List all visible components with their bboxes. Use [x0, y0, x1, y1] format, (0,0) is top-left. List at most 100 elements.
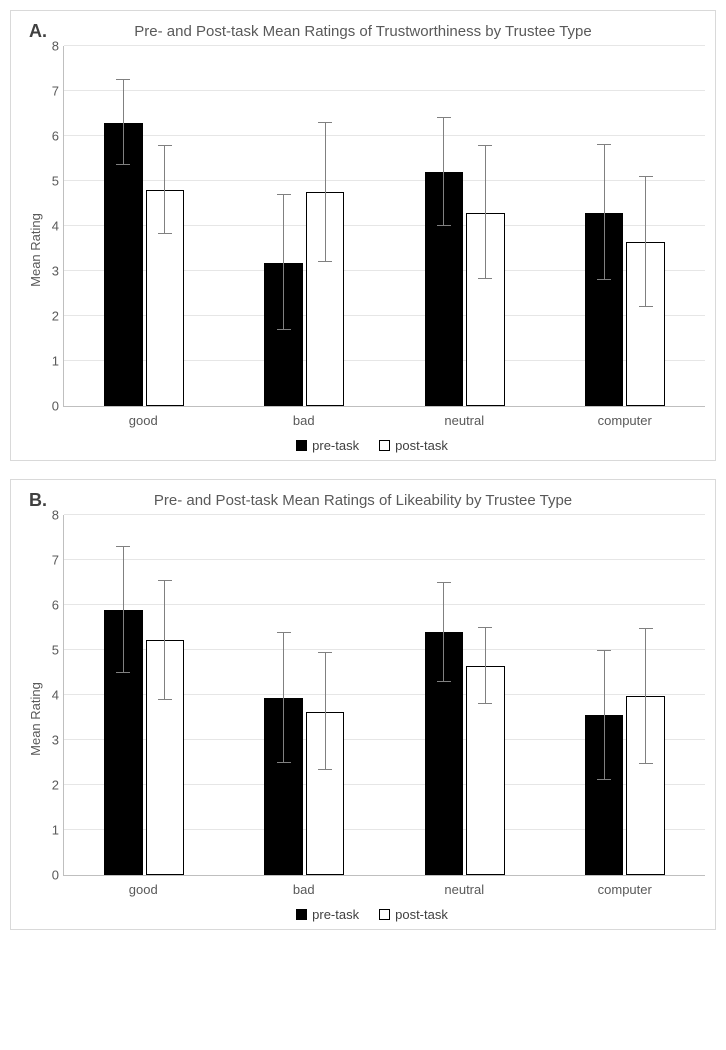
error-cap	[158, 145, 172, 146]
bar-group	[224, 515, 384, 875]
panel-label: B.	[29, 490, 47, 511]
error-cap	[478, 278, 492, 279]
error-bar	[283, 633, 284, 764]
error-bar	[485, 628, 486, 705]
x-tick: bad	[224, 407, 385, 428]
error-bar	[123, 547, 124, 673]
error-cap	[437, 117, 451, 118]
y-tick: 3	[52, 733, 59, 748]
error-cap	[277, 194, 291, 195]
chart-body: Mean Rating012345678goodbadneutralcomput…	[21, 515, 705, 923]
legend-swatch	[296, 440, 307, 451]
chart-panel: B.Pre- and Post-task Mean Ratings of Lik…	[10, 479, 716, 930]
error-cap	[116, 79, 130, 80]
y-tick: 6	[52, 598, 59, 613]
error-cap	[597, 279, 611, 280]
error-cap	[158, 699, 172, 700]
y-tick: 8	[52, 39, 59, 54]
bar-group	[64, 515, 224, 875]
error-cap	[277, 329, 291, 330]
y-tick: 2	[52, 778, 59, 793]
bar-group	[545, 515, 705, 875]
error-cap	[639, 306, 653, 307]
error-cap	[437, 582, 451, 583]
error-bar	[485, 146, 486, 278]
legend-item-pre: pre-task	[296, 438, 359, 453]
chart-title: Pre- and Post-task Mean Ratings of Likea…	[21, 492, 705, 509]
y-tick: 0	[52, 868, 59, 883]
error-bar	[443, 118, 444, 226]
error-cap	[277, 632, 291, 633]
legend-item-post: post-task	[379, 438, 448, 453]
error-cap	[597, 650, 611, 651]
legend-label: pre-task	[312, 438, 359, 453]
panel-label: A.	[29, 21, 47, 42]
plot-area	[63, 515, 705, 876]
legend-swatch	[379, 440, 390, 451]
x-tick: neutral	[384, 407, 545, 428]
legend: pre-task post-task	[39, 907, 705, 923]
error-cap	[318, 769, 332, 770]
bar-group	[385, 515, 545, 875]
y-tick: 5	[52, 174, 59, 189]
legend-label: pre-task	[312, 907, 359, 922]
x-tick: computer	[545, 407, 706, 428]
chart-title: Pre- and Post-task Mean Ratings of Trust…	[21, 23, 705, 40]
x-tick: good	[63, 407, 224, 428]
error-bar	[604, 145, 605, 280]
legend-swatch	[296, 909, 307, 920]
error-bar	[164, 581, 165, 700]
legend-label: post-task	[395, 438, 448, 453]
error-bar	[283, 195, 284, 330]
error-cap	[318, 261, 332, 262]
y-tick: 4	[52, 688, 59, 703]
legend-label: post-task	[395, 907, 448, 922]
y-tick: 4	[52, 219, 59, 234]
error-bar	[325, 653, 326, 770]
legend-item-post: post-task	[379, 907, 448, 922]
bar-group	[224, 46, 384, 406]
x-tick: good	[63, 876, 224, 897]
chart-body: Mean Rating012345678goodbadneutralcomput…	[21, 46, 705, 454]
y-tick: 6	[52, 129, 59, 144]
error-bar	[325, 123, 326, 263]
y-tick: 1	[52, 354, 59, 369]
error-cap	[597, 779, 611, 780]
error-cap	[639, 763, 653, 764]
y-tick: 8	[52, 508, 59, 523]
legend-item-pre: pre-task	[296, 907, 359, 922]
y-tick: 2	[52, 309, 59, 324]
y-tick: 3	[52, 264, 59, 279]
y-tick: 7	[52, 84, 59, 99]
legend-swatch	[379, 909, 390, 920]
error-cap	[478, 703, 492, 704]
chart-panel: A.Pre- and Post-task Mean Ratings of Tru…	[10, 10, 716, 461]
error-bar	[443, 583, 444, 682]
error-bar	[645, 177, 646, 308]
error-cap	[437, 225, 451, 226]
error-cap	[639, 628, 653, 629]
error-cap	[478, 145, 492, 146]
bar-group	[545, 46, 705, 406]
bar-group	[385, 46, 545, 406]
legend: pre-task post-task	[39, 438, 705, 454]
error-cap	[318, 652, 332, 653]
error-cap	[639, 176, 653, 177]
error-bar	[604, 651, 605, 780]
x-tick: computer	[545, 876, 706, 897]
error-cap	[116, 164, 130, 165]
plot-area	[63, 46, 705, 407]
error-bar	[123, 80, 124, 166]
bar-group	[64, 46, 224, 406]
error-bar	[645, 629, 646, 764]
error-cap	[597, 144, 611, 145]
y-tick: 1	[52, 823, 59, 838]
x-tick: neutral	[384, 876, 545, 897]
error-cap	[116, 672, 130, 673]
y-tick: 7	[52, 553, 59, 568]
error-cap	[158, 580, 172, 581]
error-cap	[478, 627, 492, 628]
error-cap	[158, 233, 172, 234]
y-tick: 0	[52, 399, 59, 414]
y-tick: 5	[52, 643, 59, 658]
